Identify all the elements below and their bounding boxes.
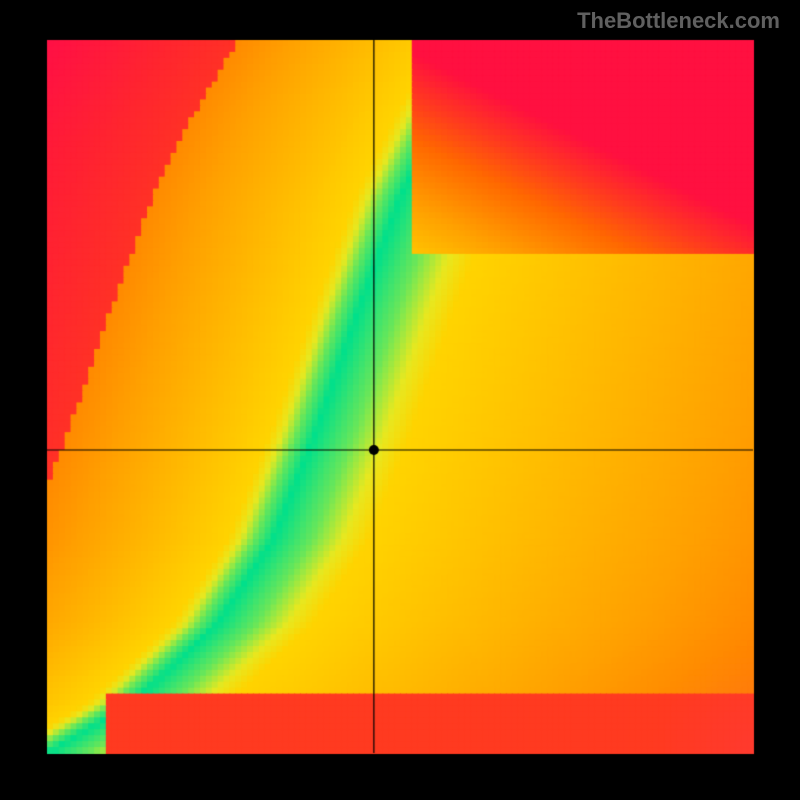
chart-root: TheBottleneck.com bbox=[0, 0, 800, 800]
heatmap-canvas bbox=[0, 0, 800, 800]
watermark-text: TheBottleneck.com bbox=[577, 8, 780, 34]
